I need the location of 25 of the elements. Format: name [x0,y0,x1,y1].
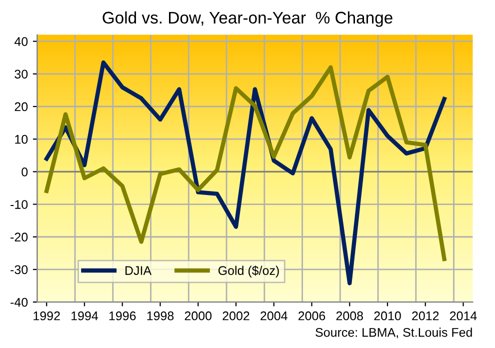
x-tick-label: 1994 [72,311,98,320]
x-tick-label: 2006 [298,311,326,320]
chart-title: Gold vs. Dow, Year-on-Year % Change [102,11,392,27]
legend-label: DJIA [126,266,152,275]
x-tick-label: 1998 [147,311,174,320]
x-tick-label: 2002 [222,311,250,320]
y-tick-label: -30 [10,265,28,274]
y-tick-label: 10 [15,134,28,144]
source-note: Source: LBMA, St.Louis Fed [316,328,472,338]
x-tick-label: 2000 [184,311,212,320]
y-tick-label: 20 [14,102,28,112]
x-tick-label: 2012 [412,311,439,320]
legend-label: Gold ($/oz) [218,266,279,278]
x-tick-label: 2014 [450,311,477,320]
x-tick-label: 2004 [260,311,288,320]
y-tick-label: 0 [22,167,28,176]
y-tick-label: 40 [14,37,28,46]
x-tick-label: 1996 [109,311,136,320]
y-tick-label: -10 [10,200,28,209]
x-tick-label: 2010 [374,311,401,320]
y-tick-label: -20 [10,232,28,242]
x-tick-label: 1992 [34,311,60,320]
y-tick-label: 30 [14,70,28,79]
x-tick-label: 2008 [336,311,363,320]
y-tick-label: -40 [10,298,28,307]
